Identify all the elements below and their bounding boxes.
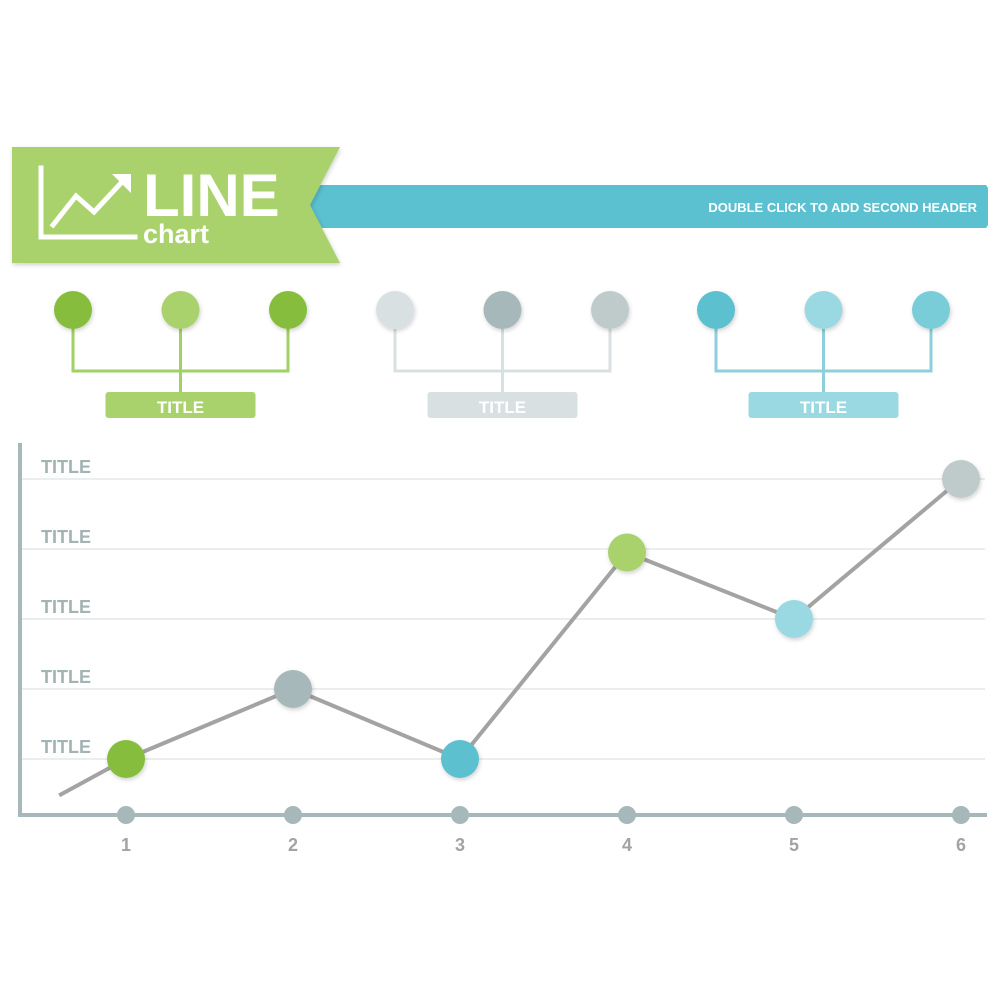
legend-dot	[483, 291, 522, 329]
data-point-3[interactable]	[441, 740, 479, 778]
legend-group-1: TITLE	[54, 291, 307, 418]
data-point-2[interactable]	[274, 670, 312, 708]
x-tick-dot	[117, 806, 135, 824]
legend-dot	[591, 291, 629, 329]
header-main-word: LINE	[143, 162, 280, 229]
legend-title[interactable]: TITLE	[157, 398, 204, 417]
series-line	[58, 477, 963, 798]
data-point-4[interactable]	[608, 533, 646, 572]
title-banner	[12, 147, 340, 263]
legend-title-box[interactable]	[105, 392, 256, 418]
x-tick-label: 5	[789, 835, 799, 855]
line-chart: TITLE TITLE TITLE TITLE TITLE 1 2 3 4 5 6	[18, 443, 987, 855]
legend-dot	[697, 291, 735, 329]
header-sub-word: chart	[143, 219, 209, 249]
y-tick-label: TITLE	[41, 667, 91, 687]
x-tick-dot	[785, 806, 803, 824]
data-point-6[interactable]	[942, 460, 980, 498]
x-tick-label: 2	[288, 835, 298, 855]
data-point-5[interactable]	[775, 600, 813, 638]
legend-group-2: TITLE	[376, 291, 629, 418]
legend-dot	[804, 291, 843, 329]
x-tick-dot	[952, 806, 970, 824]
legend-group-3: TITLE	[697, 291, 950, 418]
legend-dot	[54, 291, 92, 329]
legend-dot	[912, 291, 950, 329]
data-point-1[interactable]	[107, 740, 145, 778]
y-tick-label: TITLE	[41, 457, 91, 477]
legend-title[interactable]: TITLE	[800, 398, 847, 417]
x-tick-label: 3	[455, 835, 465, 855]
x-tick-label: 4	[622, 835, 632, 855]
x-tick-dot	[451, 806, 469, 824]
legend-dot	[376, 291, 414, 329]
x-tick-label: 6	[956, 835, 966, 855]
x-tick-dot	[284, 806, 302, 824]
header: DOUBLE CLICK TO ADD SECOND HEADER LINE c…	[12, 147, 988, 263]
y-tick-label: TITLE	[41, 527, 91, 547]
y-tick-label: TITLE	[41, 597, 91, 617]
legend-groups: TITLE TITLE TITLE	[54, 291, 950, 418]
x-tick-label: 1	[121, 835, 131, 855]
second-header-text[interactable]: DOUBLE CLICK TO ADD SECOND HEADER	[708, 200, 977, 215]
second-header-bar[interactable]	[308, 185, 988, 228]
legend-dot	[161, 291, 200, 329]
legend-title[interactable]: TITLE	[479, 398, 526, 417]
y-tick-label: TITLE	[41, 737, 91, 757]
legend-title-box[interactable]	[748, 392, 899, 418]
legend-title-box[interactable]	[427, 392, 578, 418]
x-tick-dot	[618, 806, 636, 824]
legend-dot	[269, 291, 307, 329]
trend-up-icon	[38, 165, 138, 240]
